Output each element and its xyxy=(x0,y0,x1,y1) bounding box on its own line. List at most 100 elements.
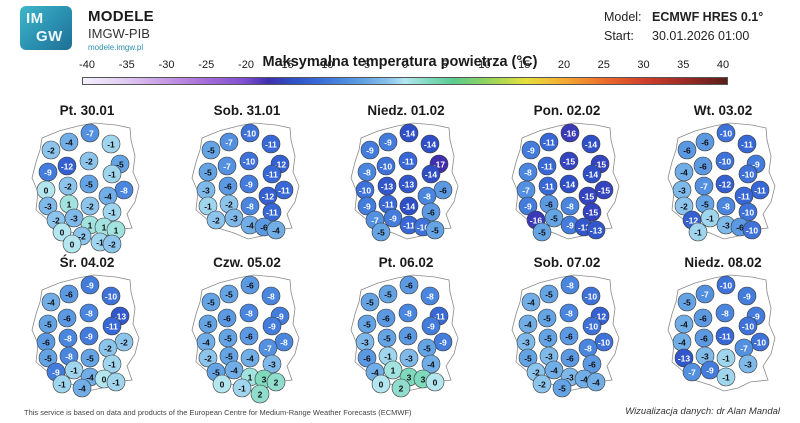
station-marker: -4 xyxy=(586,372,606,392)
station-circle xyxy=(582,354,602,374)
colorbar-ticks: -40 -35 -30 -25 -20 -15 -10 -5 0 5 10 15 20 25 30 35 40 xyxy=(0,59,800,93)
station-circle xyxy=(79,326,99,346)
station-circle xyxy=(674,348,694,368)
station-marker: -11 xyxy=(262,164,282,184)
station-value-label: -5 xyxy=(543,314,551,324)
station-marker: -6 xyxy=(239,326,259,346)
station-marker: -8 xyxy=(578,338,598,358)
station-value-label: -7 xyxy=(700,182,708,192)
station-marker: -15 xyxy=(582,202,602,222)
station-value-label: -6 xyxy=(699,162,707,172)
station-circle xyxy=(559,174,579,194)
station-marker: -5 xyxy=(201,140,221,160)
station-marker: -4 xyxy=(41,292,61,312)
station-value-label: -8 xyxy=(120,186,128,196)
station-marker: -6 xyxy=(357,348,377,368)
station-circle xyxy=(240,348,260,368)
station-marker: -8 xyxy=(417,186,437,206)
station-circle xyxy=(262,202,282,222)
poland-map: -4-5-8-10-12-4-5 -8-10-10-3 -5 -6-8-5 -3 -6-6… xyxy=(511,274,620,398)
station-marker: -16 xyxy=(560,123,580,143)
station-value-label: -14 xyxy=(586,170,599,180)
brand-title: MODELE xyxy=(88,8,154,25)
station-marker: -9 xyxy=(433,332,453,352)
station-circle xyxy=(560,196,580,216)
station-value-label: -1 xyxy=(238,384,246,394)
station-marker: -8 xyxy=(420,286,440,306)
station-value-label: -8 xyxy=(426,292,434,302)
colorbar-tick-label: 20 xyxy=(557,59,571,71)
station-value-label: -5 xyxy=(204,320,212,330)
station-value-label: -9 xyxy=(85,332,93,342)
station-marker: 0 xyxy=(425,372,445,392)
station-marker: -5 xyxy=(38,348,58,368)
station-marker: -10 xyxy=(716,123,736,143)
station-value-label: -8 xyxy=(245,309,253,319)
station-marker: -4 xyxy=(674,314,694,334)
poland-map: -5 -5 -6 -8 -11 -5 -6 -8 -9 -9 -3 -5 -6 -5 -6 -1 -3 -4 -4 1… xyxy=(350,274,459,398)
station-value-label: -8 xyxy=(524,168,532,178)
station-marker: -8 xyxy=(716,196,736,216)
station-value-label: 2 xyxy=(258,390,263,400)
station-marker: -8 xyxy=(261,286,281,306)
station-circle xyxy=(521,140,541,160)
station-value-label: -8 xyxy=(280,338,288,348)
station-circle xyxy=(521,292,541,312)
station-value-label: -4 xyxy=(680,320,688,330)
station-marker: -5 xyxy=(538,328,558,348)
station-value-label: -6 xyxy=(701,138,709,148)
station-marker: -9 xyxy=(38,162,58,182)
station-circle xyxy=(398,151,418,171)
station-value-label: -7 xyxy=(522,186,530,196)
station-value-label: -11 xyxy=(541,162,553,172)
station-value-label: -5 xyxy=(363,320,371,330)
station-value-label: -5 xyxy=(558,384,566,394)
poland-map: -4-6-9-10-13-5-6 -8-11-2-6 -8 -9-2-5 -8 -5-1-… xyxy=(31,274,140,398)
station-value-label: -2 xyxy=(120,338,128,348)
station-circle xyxy=(559,303,579,323)
station-marker: -1 xyxy=(101,134,121,154)
station-value-label: -9 xyxy=(743,292,751,302)
station-circle xyxy=(376,308,396,328)
station-value-label: -8 xyxy=(85,309,93,319)
station-circle xyxy=(262,316,282,336)
map-panel: -5 -5 -6 -8 -11 -5 -6 -8 -9 -9 -3 -5 -6 -5 -6 -1 -3 -4 -4 1… xyxy=(331,255,481,408)
colorbar-tick-label: -40 xyxy=(79,59,95,71)
station-value-label: -6 xyxy=(42,338,50,348)
station-marker: -5 xyxy=(218,328,238,348)
poland-map: -6-6-10-11-9-4-6 -10-10-11-3 -7 -12-11-2 -5-… xyxy=(667,122,776,242)
station-marker: -4 xyxy=(59,132,79,152)
station-circle xyxy=(421,202,441,222)
chart-title: Maksymalna temperatura powietrza (°C) xyxy=(262,54,538,70)
station-marker: -6 xyxy=(59,284,79,304)
station-marker: -1 xyxy=(716,367,736,387)
station-marker: -14 xyxy=(420,134,440,154)
day-title: Pt. 30.01 xyxy=(59,103,115,118)
station-marker: -5 xyxy=(201,292,221,312)
station-value-label: 3 xyxy=(407,373,412,383)
station-marker: -7 xyxy=(80,123,100,143)
station-marker: -1 xyxy=(716,348,736,368)
station-value-label: -5 xyxy=(545,290,553,300)
station-marker: -8 xyxy=(58,328,78,348)
day-title: Śr. 04.02 xyxy=(59,255,115,270)
station-circle xyxy=(79,174,99,194)
brand-url[interactable]: modele.imgw.pl xyxy=(88,43,144,52)
station-value-label: -6 xyxy=(439,186,447,196)
station-value-label: -3 xyxy=(545,352,553,362)
station-marker: -5 xyxy=(378,284,398,304)
station-marker: -5 xyxy=(357,314,377,334)
station-marker: -3 xyxy=(516,332,536,352)
station-value-label: 0 xyxy=(433,378,438,388)
station-value-label: -8 xyxy=(722,202,730,212)
station-circle xyxy=(239,326,259,346)
station-value-label: -7 xyxy=(688,368,696,378)
station-circle xyxy=(518,196,538,216)
station-marker: -6 xyxy=(217,308,237,328)
station-circle xyxy=(38,196,58,216)
station-marker: -10 xyxy=(240,123,260,143)
station-circle xyxy=(378,132,398,152)
station-circle xyxy=(59,132,79,152)
station-marker: -7 xyxy=(217,156,237,176)
station-marker: -5 xyxy=(371,222,391,242)
